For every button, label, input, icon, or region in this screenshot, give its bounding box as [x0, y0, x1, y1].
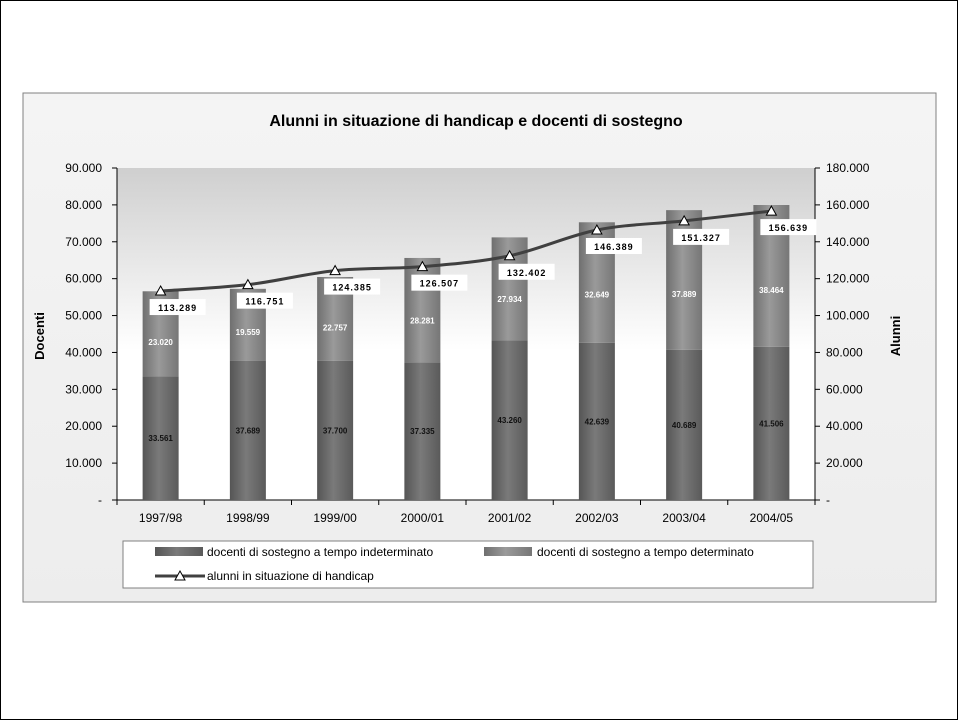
legend-label-indeterminato: docenti di sostegno a tempo indeterminat…: [207, 545, 433, 559]
x-tick-label: 1997/98: [139, 511, 183, 525]
legend-swatch-indeterminato: [155, 547, 203, 556]
line-label-box: [324, 278, 381, 295]
line-label-box: [673, 228, 730, 245]
line-marker: [154, 285, 167, 296]
y-left-tick-label: 90.000: [65, 161, 102, 175]
line-marker: [765, 205, 778, 216]
legend-label-alunni: alunni in situazione di handicap: [207, 569, 374, 583]
x-tick-label: 2002/03: [575, 511, 619, 525]
bar-label-indeterminato: 40.689: [672, 421, 697, 430]
line-marker: [503, 249, 516, 261]
legend-label-determinato: docenti di sostegno a tempo determinato: [537, 545, 754, 559]
bar-label-determinato: 19.559: [236, 328, 261, 337]
line-marker: [242, 278, 254, 290]
line-label-box: [236, 292, 293, 309]
line-marker: [329, 264, 341, 276]
x-tick-label: 1998/99: [226, 511, 270, 525]
y-left-tick-label: 40.000: [65, 345, 102, 359]
line-label-box: [149, 299, 206, 316]
line-label-alunni: 116.751: [245, 297, 284, 307]
y-right-tick-label: 60.000: [826, 382, 863, 396]
y-left-tick-label: 50.000: [65, 309, 102, 323]
y-right-tick-label: 140.000: [826, 235, 870, 249]
y-left-tick-label: 30.000: [65, 382, 102, 396]
y-left-tick-label: -: [98, 493, 102, 507]
line-marker: [678, 214, 690, 226]
legend-marker-alunni: [174, 569, 186, 581]
bar-indeterminato: [229, 360, 266, 500]
bar-indeterminato: [666, 349, 703, 500]
bar-label-indeterminato: 37.689: [236, 426, 261, 435]
line-label-box: [760, 219, 817, 236]
bar-determinato: [404, 257, 441, 363]
bar-indeterminato: [404, 362, 441, 500]
bar-label-determinato: 22.757: [323, 323, 348, 332]
line-label-box: [411, 274, 468, 291]
line-label-alunni: 151.327: [681, 233, 721, 243]
x-tick-label: 1999/00: [313, 511, 357, 525]
bar-indeterminato: [578, 342, 615, 500]
bar-indeterminato: [491, 340, 528, 500]
bar-label-indeterminato: 37.700: [323, 426, 348, 435]
line-label-alunni: 156.639: [769, 223, 809, 233]
bar-label-determinato: 27.934: [497, 295, 522, 304]
x-tick-label: 2004/05: [750, 511, 794, 525]
y-right-tick-label: 100.000: [826, 309, 870, 323]
data-labels: 33.561 23.020 37.689 19.559 37.700 22.757 37.3…: [148, 219, 817, 443]
line-label-alunni: 146.389: [594, 242, 634, 252]
chart-title: Alunni in situazione di handicap e docen…: [269, 113, 683, 130]
y-right-tick-label: 160.000: [826, 198, 870, 212]
line-label-alunni: 113.289: [158, 303, 197, 313]
bar-indeterminato: [753, 346, 790, 500]
y-right-tick-label: 80.000: [826, 345, 863, 359]
bar-label-indeterminato: 37.335: [410, 427, 435, 436]
y-right-tick-label: 20.000: [826, 456, 863, 470]
y-left-tick-label: 70.000: [65, 235, 102, 249]
bar-label-determinato: 37.889: [672, 290, 697, 299]
legend-box: [122, 540, 814, 589]
bar-label-determinato: 23.020: [148, 338, 173, 347]
y-left-tick-label: 20.000: [65, 419, 102, 433]
line-label-alunni: 124.385: [332, 283, 372, 293]
bar-label-indeterminato: 42.639: [585, 417, 610, 426]
x-tick-label: 2000/01: [401, 511, 445, 525]
line-marker: [416, 260, 429, 272]
y-left-tick-label: 80.000: [65, 198, 102, 212]
bar-label-indeterminato: 43.260: [497, 416, 522, 425]
bar-indeterminato: [142, 376, 179, 500]
y-axis-left-title: Docenti: [32, 312, 47, 360]
legend-swatch-determinato: [484, 547, 532, 556]
x-tick-label: 2001/02: [488, 511, 532, 525]
y-right-tick-label: 120.000: [826, 272, 870, 286]
line-label-alunni: 132.402: [507, 268, 547, 278]
bar-label-determinato: 38.464: [759, 286, 784, 295]
line-label-alunni: 126.507: [420, 279, 460, 289]
line-label-box: [498, 263, 555, 280]
bar-label-indeterminato: 33.561: [148, 434, 173, 443]
y-left-tick-label: 60.000: [65, 272, 102, 286]
y-axis-right-title: Alunni: [888, 316, 903, 356]
bar-label-determinato: 32.649: [585, 291, 610, 300]
line-alunni: [160, 209, 772, 293]
y-right-tick-label: 40.000: [826, 419, 863, 433]
x-tick-label: 2003/04: [662, 511, 706, 525]
legend: docenti di sostegno a tempo indeterminat…: [122, 540, 814, 589]
y-left-tick-label: 10.000: [65, 456, 102, 470]
line-label-box: [585, 237, 642, 254]
line-marker: [591, 223, 603, 235]
y-right-tick-label: -: [826, 493, 830, 507]
bar-label-determinato: 28.281: [410, 317, 435, 326]
bar-label-indeterminato: 41.506: [759, 419, 784, 428]
line-series: [154, 205, 778, 296]
y-right-tick-label: 180.000: [826, 161, 870, 175]
bar-indeterminato: [317, 360, 354, 500]
